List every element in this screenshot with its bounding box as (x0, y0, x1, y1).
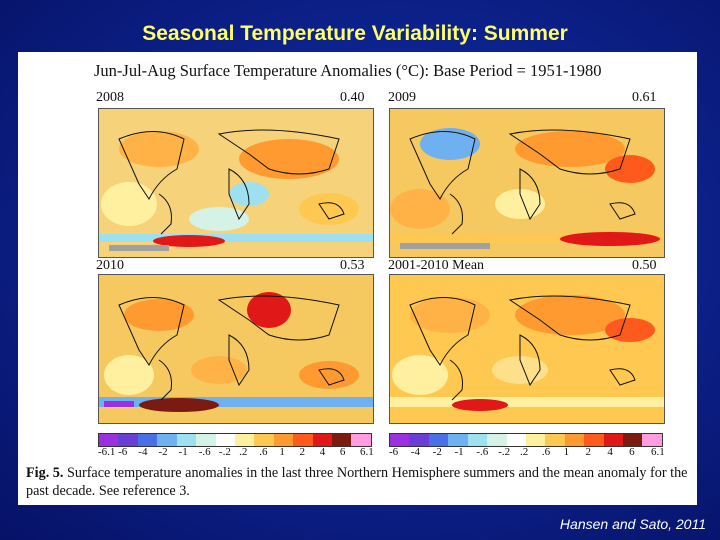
colorbar-tick-label: 1 (279, 446, 285, 458)
colorbar-tick-label: -.2 (498, 446, 511, 458)
colorbar-tick-label: .6 (541, 446, 551, 458)
map-year-label: 2009 (388, 90, 416, 105)
colorbar-tick-label: -.6 (476, 446, 489, 458)
map-global-mean-label: 0.61 (632, 90, 657, 105)
colorbar-tick-label: 6.1 (360, 446, 374, 458)
colorbar-swatch (448, 434, 468, 446)
anomaly-map-2009 (389, 108, 665, 258)
colorbar-tick-label: 1 (563, 446, 570, 458)
colorbar-swatch (525, 434, 546, 446)
slide-title: Seasonal Temperature Variability: Summer (142, 22, 568, 45)
colorbar-tick-label: -1 (454, 446, 464, 458)
colorbar-swatch (332, 434, 352, 446)
colorbar-right (389, 433, 663, 447)
colorbar-left (98, 433, 372, 447)
figure-panel: Jun-Jul-Aug Surface Temperature Anomalie… (18, 52, 697, 505)
colorbar-swatch (157, 434, 177, 446)
colorbar-tick-label: 6 (629, 446, 635, 458)
colorbar-tick-label: .2 (520, 446, 529, 458)
colorbar-swatch (409, 434, 429, 446)
colorbar-swatch (273, 434, 294, 446)
map-global-mean-label: 0.50 (632, 258, 657, 273)
map-year-label: 2001-2010 Mean (388, 258, 485, 273)
colorbar-tick-label: .6 (259, 446, 268, 458)
colorbar-swatch (293, 434, 313, 446)
colorbar-tick-label: -6 (118, 446, 128, 458)
colorbar-tick-label: 4 (607, 446, 613, 458)
colorbar-tick-label: -1 (178, 446, 188, 458)
colorbar-left-labels: -6.1 -6 -4 -2 -1 -.6 -.2 .2 .6 1 2 4 6 6.1 (98, 446, 374, 460)
anomaly-map-2001-2010-mean (389, 274, 665, 424)
colorbar-tick-label: 2 (585, 446, 592, 458)
colorbar-swatch (642, 434, 662, 446)
caption-lead: Fig. 5. (26, 465, 64, 481)
colorbar-swatch (564, 434, 585, 446)
colorbar-swatch (215, 434, 235, 446)
colorbar-tick-label: 6.1 (651, 446, 665, 458)
colorbar-swatch (118, 434, 138, 446)
colorbar-swatch (487, 434, 507, 446)
map-global-mean-label: 0.40 (340, 90, 365, 105)
colorbar-right-labels: -6 -4 -2 -1 -.6 -.2 .2 .6 1 2 4 6 6.1 (389, 446, 665, 460)
colorbar-swatch (254, 434, 274, 446)
colorbar-swatch (584, 434, 604, 446)
anomaly-map-2008 (98, 108, 374, 258)
figure-header: Jun-Jul-Aug Surface Temperature Anomalie… (94, 61, 602, 80)
colorbar-tick-label: 6 (339, 446, 346, 458)
colorbar-tick-label: 4 (319, 446, 326, 458)
colorbar-tick-label: -4 (138, 446, 148, 458)
colorbar-swatch (506, 434, 526, 446)
colorbar-swatch (390, 434, 410, 446)
map-year-label: 2010 (96, 258, 124, 273)
colorbar-swatch (428, 434, 449, 446)
colorbar-tick-label: -6 (389, 446, 399, 458)
colorbar-swatch (603, 434, 624, 446)
colorbar-tick-label: -6.1 (98, 446, 116, 458)
colorbar-swatch (99, 434, 119, 446)
colorbar-swatch (623, 434, 643, 446)
caption-text: Surface temperature anomalies in the las… (26, 465, 688, 499)
colorbar-tick-label: .2 (239, 446, 248, 458)
colorbar-swatch (176, 434, 197, 446)
colorbar-tick-label: -4 (410, 446, 420, 458)
colorbar-swatch (467, 434, 488, 446)
colorbar-swatch (545, 434, 565, 446)
slide-credit: Hansen and Sato, 2011 (559, 516, 706, 532)
colorbar-tick-label: 2 (299, 446, 306, 458)
colorbar-tick-label: -2 (432, 446, 442, 458)
anomaly-map-2010 (98, 274, 374, 424)
colorbar-tick-label: -2 (158, 446, 168, 458)
colorbar-swatch (234, 434, 255, 446)
colorbar-swatch (137, 434, 158, 446)
map-year-label: 2008 (96, 90, 124, 105)
colorbar-tick-label: -.2 (218, 446, 231, 458)
colorbar-swatch (351, 434, 371, 446)
figure-caption: Fig. 5. Surface temperature anomalies in… (26, 464, 691, 500)
colorbar-swatch (196, 434, 216, 446)
map-global-mean-label: 0.53 (340, 258, 365, 273)
colorbar-swatch (312, 434, 333, 446)
colorbar-tick-label: -.6 (198, 446, 211, 458)
